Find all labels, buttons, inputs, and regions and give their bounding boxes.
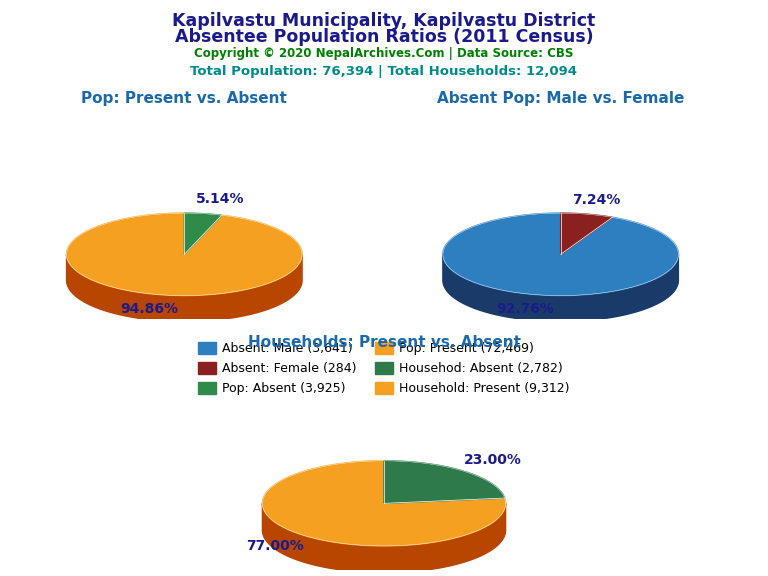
Text: 5.14%: 5.14% [195, 192, 244, 206]
Legend: Absent: Male (3,641), Absent: Female (284), Pop: Absent (3,925), Pop: Present (7: Absent: Male (3,641), Absent: Female (28… [198, 342, 570, 395]
Polygon shape [384, 461, 505, 503]
Title: Households: Present vs. Absent: Households: Present vs. Absent [247, 335, 521, 350]
Polygon shape [67, 213, 302, 295]
Text: 7.24%: 7.24% [572, 193, 621, 207]
Text: Kapilvastu Municipality, Kapilvastu District: Kapilvastu Municipality, Kapilvastu Dist… [172, 12, 596, 29]
Polygon shape [561, 213, 612, 255]
Polygon shape [443, 213, 678, 295]
Polygon shape [443, 255, 678, 321]
Title: Pop: Present vs. Absent: Pop: Present vs. Absent [81, 91, 287, 106]
Polygon shape [184, 213, 222, 255]
Text: 92.76%: 92.76% [496, 302, 554, 316]
Text: 77.00%: 77.00% [247, 540, 304, 554]
Text: Absentee Population Ratios (2011 Census): Absentee Population Ratios (2011 Census) [174, 28, 594, 46]
Polygon shape [263, 503, 505, 573]
Polygon shape [263, 461, 505, 546]
Text: 94.86%: 94.86% [120, 302, 178, 316]
Title: Absent Pop: Male vs. Female: Absent Pop: Male vs. Female [437, 91, 684, 106]
Text: Total Population: 76,394 | Total Households: 12,094: Total Population: 76,394 | Total Househo… [190, 65, 578, 78]
Text: Copyright © 2020 NepalArchives.Com | Data Source: CBS: Copyright © 2020 NepalArchives.Com | Dat… [194, 47, 574, 60]
Polygon shape [67, 255, 302, 321]
Text: 23.00%: 23.00% [464, 453, 521, 467]
